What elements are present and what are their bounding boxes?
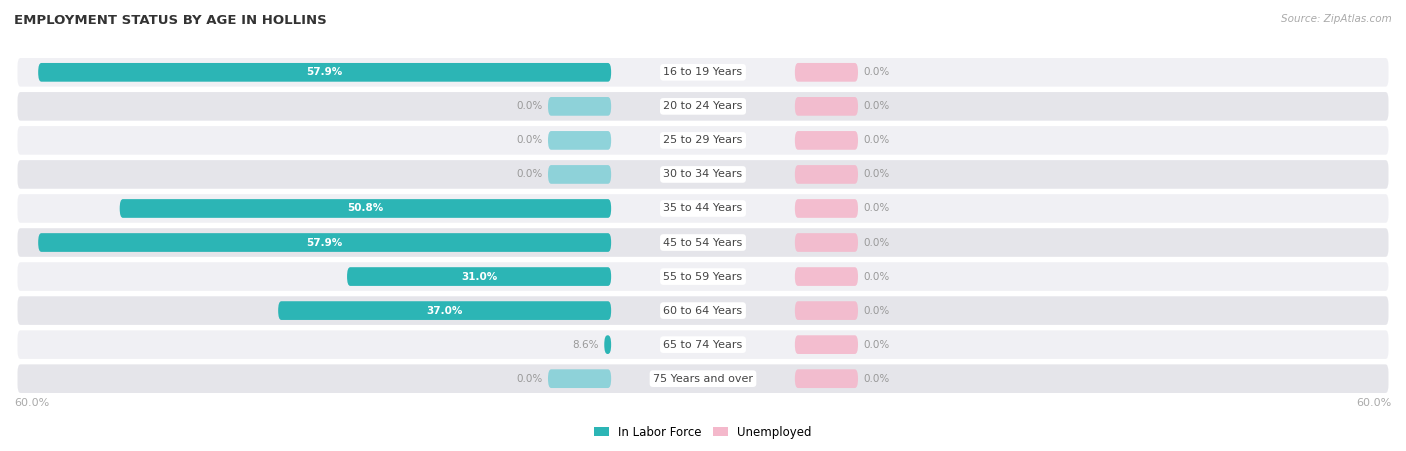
Text: 0.0%: 0.0% [863, 340, 890, 350]
FancyBboxPatch shape [794, 165, 858, 184]
Text: 0.0%: 0.0% [516, 135, 543, 145]
Text: 35 to 44 Years: 35 to 44 Years [664, 203, 742, 213]
Text: 0.0%: 0.0% [516, 374, 543, 384]
Text: 0.0%: 0.0% [863, 101, 890, 111]
Text: 60.0%: 60.0% [1357, 398, 1392, 408]
Text: 60.0%: 60.0% [14, 398, 49, 408]
FancyBboxPatch shape [794, 301, 858, 320]
Text: 57.9%: 57.9% [307, 238, 343, 248]
Text: 0.0%: 0.0% [516, 170, 543, 179]
FancyBboxPatch shape [17, 160, 1389, 189]
FancyBboxPatch shape [17, 262, 1389, 291]
FancyBboxPatch shape [794, 335, 858, 354]
FancyBboxPatch shape [794, 233, 858, 252]
Text: EMPLOYMENT STATUS BY AGE IN HOLLINS: EMPLOYMENT STATUS BY AGE IN HOLLINS [14, 14, 326, 27]
FancyBboxPatch shape [548, 97, 612, 116]
FancyBboxPatch shape [605, 335, 612, 354]
FancyBboxPatch shape [548, 165, 612, 184]
FancyBboxPatch shape [17, 364, 1389, 393]
Text: 0.0%: 0.0% [863, 238, 890, 248]
Text: 8.6%: 8.6% [572, 340, 599, 350]
FancyBboxPatch shape [347, 267, 612, 286]
Text: 60 to 64 Years: 60 to 64 Years [664, 306, 742, 316]
FancyBboxPatch shape [548, 369, 612, 388]
Text: 55 to 59 Years: 55 to 59 Years [664, 272, 742, 281]
FancyBboxPatch shape [17, 126, 1389, 155]
Text: 31.0%: 31.0% [461, 272, 498, 281]
Text: 0.0%: 0.0% [863, 170, 890, 179]
FancyBboxPatch shape [17, 194, 1389, 223]
Text: 0.0%: 0.0% [516, 101, 543, 111]
Text: 30 to 34 Years: 30 to 34 Years [664, 170, 742, 179]
Text: 65 to 74 Years: 65 to 74 Years [664, 340, 742, 350]
Text: 0.0%: 0.0% [863, 203, 890, 213]
FancyBboxPatch shape [794, 63, 858, 82]
Text: 0.0%: 0.0% [863, 135, 890, 145]
FancyBboxPatch shape [38, 233, 612, 252]
FancyBboxPatch shape [278, 301, 612, 320]
FancyBboxPatch shape [794, 369, 858, 388]
Text: 37.0%: 37.0% [426, 306, 463, 316]
Text: 25 to 29 Years: 25 to 29 Years [664, 135, 742, 145]
Text: 57.9%: 57.9% [307, 67, 343, 77]
FancyBboxPatch shape [17, 58, 1389, 87]
Text: 20 to 24 Years: 20 to 24 Years [664, 101, 742, 111]
FancyBboxPatch shape [17, 92, 1389, 121]
FancyBboxPatch shape [794, 267, 858, 286]
FancyBboxPatch shape [120, 199, 612, 218]
Text: 50.8%: 50.8% [347, 203, 384, 213]
Text: 0.0%: 0.0% [863, 306, 890, 316]
FancyBboxPatch shape [794, 131, 858, 150]
FancyBboxPatch shape [794, 97, 858, 116]
FancyBboxPatch shape [548, 131, 612, 150]
Text: 16 to 19 Years: 16 to 19 Years [664, 67, 742, 77]
FancyBboxPatch shape [794, 199, 858, 218]
Text: 45 to 54 Years: 45 to 54 Years [664, 238, 742, 248]
FancyBboxPatch shape [17, 296, 1389, 325]
Text: 0.0%: 0.0% [863, 272, 890, 281]
Text: Source: ZipAtlas.com: Source: ZipAtlas.com [1281, 14, 1392, 23]
FancyBboxPatch shape [38, 63, 612, 82]
FancyBboxPatch shape [17, 330, 1389, 359]
Text: 0.0%: 0.0% [863, 374, 890, 384]
Text: 75 Years and over: 75 Years and over [652, 374, 754, 384]
Legend: In Labor Force, Unemployed: In Labor Force, Unemployed [589, 421, 817, 443]
FancyBboxPatch shape [17, 228, 1389, 257]
Text: 0.0%: 0.0% [863, 67, 890, 77]
